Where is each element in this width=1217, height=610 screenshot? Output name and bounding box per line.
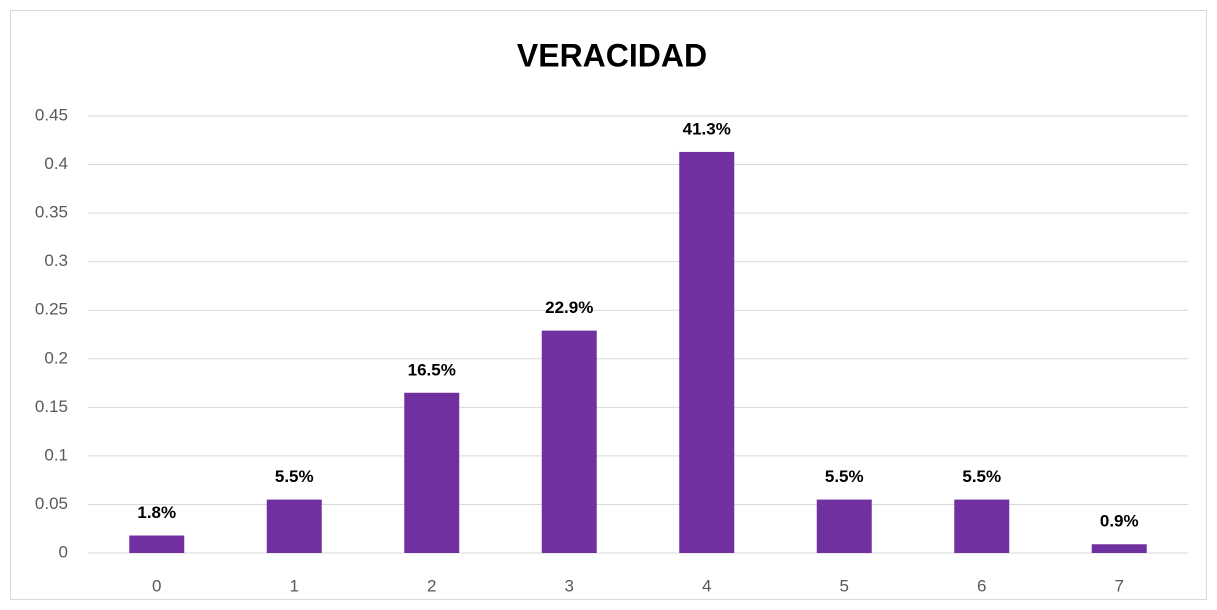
x-tick-label: 0 [152, 576, 161, 595]
bar [816, 499, 872, 553]
data-label: 5.5% [962, 467, 1001, 486]
x-tick-label: 6 [977, 576, 986, 595]
y-tick-label: 0.15 [35, 397, 68, 416]
chart-border [10, 10, 1207, 600]
bar [541, 330, 597, 553]
y-tick-label: 0 [59, 542, 68, 561]
data-label: 22.9% [545, 298, 593, 317]
bar [1091, 544, 1147, 553]
y-tick-label: 0.45 [35, 105, 68, 124]
data-label: 16.5% [408, 360, 456, 379]
bar [129, 535, 185, 553]
y-tick-label: 0.25 [35, 300, 68, 319]
y-tick-label: 0.1 [44, 445, 68, 464]
y-tick-label: 0.05 [35, 494, 68, 513]
data-label: 0.9% [1100, 512, 1139, 531]
y-tick-label: 0.4 [44, 154, 68, 173]
y-tick-label: 0.2 [44, 348, 68, 367]
bar [954, 499, 1010, 553]
x-tick-label: 5 [840, 576, 849, 595]
x-tick-label: 1 [290, 576, 299, 595]
bar [404, 392, 460, 553]
bar [266, 499, 322, 553]
chart-title: VERACIDAD [517, 37, 707, 73]
x-tick-label: 4 [702, 576, 711, 595]
data-label: 5.5% [275, 467, 314, 486]
data-label: 41.3% [683, 119, 731, 138]
data-label: 5.5% [825, 467, 864, 486]
y-tick-label: 0.3 [44, 251, 68, 270]
x-tick-label: 2 [427, 576, 436, 595]
data-label: 1.8% [137, 503, 176, 522]
x-tick-label: 7 [1115, 576, 1124, 595]
bar [679, 151, 735, 554]
y-tick-label: 0.35 [35, 203, 68, 222]
x-tick-label: 3 [565, 576, 574, 595]
